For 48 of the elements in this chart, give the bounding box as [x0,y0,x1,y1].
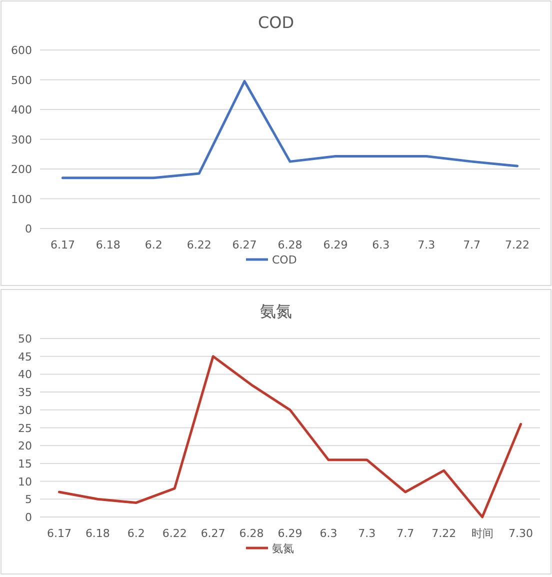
line-series [61,80,519,180]
x-tick-label: 6.2 [127,527,145,540]
x-tick-label: 6.29 [278,527,302,540]
y-tick-label: 300 [11,133,32,146]
y-tick-label: 5 [25,493,32,506]
y-tick-label: 15 [18,457,32,470]
y-tick-label: 0 [25,511,32,524]
x-tick-label: 6.22 [162,527,187,540]
y-tick-label: 50 [18,332,32,346]
x-tick-label: 7.7 [463,238,481,252]
x-tick-label: 6.17 [50,238,75,252]
x-tick-label: 7.22 [505,238,530,252]
y-tick-label: 35 [18,386,32,400]
x-tick-label: 7.22 [432,527,456,540]
y-tick-label: 45 [18,350,32,364]
y-tick-label: 500 [11,74,32,87]
line-series [58,355,522,518]
y-tick-label: 25 [18,422,32,435]
x-tick-label: 6.29 [323,238,348,252]
x-tick-label: 6.28 [278,238,302,252]
y-tick-label: 40 [18,368,32,382]
chart-title: COD [258,13,294,32]
legend-label: 氨氮 [272,542,294,555]
chart-title: 氨氮 [260,302,292,320]
y-tick-label: 600 [11,44,32,57]
y-tick-label: 0 [25,222,32,236]
y-tick-label: 10 [18,475,32,488]
y-tick-label: 200 [11,163,32,176]
x-tick-label: 7.3 [418,238,436,252]
y-tick-label: 30 [18,404,32,417]
x-tick-label: 6.3 [320,527,338,540]
x-tick-label: 6.27 [232,238,257,252]
y-tick-label: 20 [18,440,32,453]
x-tick-label: 时间 [471,527,494,540]
x-tick-label: 6.17 [46,527,72,540]
x-tick-label: 6.18 [96,238,120,252]
x-tick-label: 6.18 [85,527,110,540]
x-tick-label: 6.2 [144,238,162,252]
x-tick-label: 7.30 [508,527,534,540]
legend-label: COD [272,254,297,266]
y-tick-label: 100 [11,192,32,206]
x-tick-label: 6.27 [200,527,226,540]
x-tick-label: 7.3 [358,527,376,540]
x-tick-label: 6.22 [186,238,212,252]
x-tick-label: 6.3 [372,238,390,252]
y-tick-label: 400 [11,104,32,116]
x-tick-label: 6.28 [239,527,264,540]
x-tick-label: 7.7 [396,527,414,540]
